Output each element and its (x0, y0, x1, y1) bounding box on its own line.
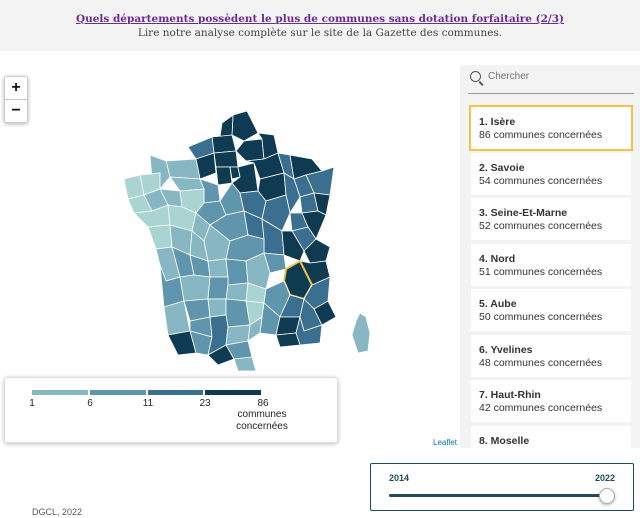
department-creuse[interactable] (207, 258, 229, 278)
slider-track[interactable] (389, 494, 607, 497)
legend-tick: 23 (199, 398, 211, 409)
france-map[interactable] (0, 55, 455, 375)
legend-color-segment (148, 390, 203, 395)
leaflet-attribution[interactable]: Leaflet (433, 438, 458, 447)
ranking-item[interactable]: 7. Haut-Rhin 42 communes concernées (471, 380, 631, 422)
department-dordogne[interactable] (179, 274, 211, 302)
legend-tick: 11 (142, 398, 154, 409)
department-vendee[interactable] (147, 224, 173, 250)
department-herault[interactable] (247, 316, 263, 342)
ranking-item-name: 8. Moselle (479, 434, 530, 447)
department-correze[interactable] (207, 276, 229, 300)
department-corse[interactable] (351, 312, 371, 354)
department-somme[interactable] (211, 134, 237, 154)
ranking-item[interactable]: 4. Nord 51 communes concernées (471, 243, 631, 286)
departments[interactable] (123, 110, 371, 372)
ranking-item-name: 1. Isère (479, 116, 516, 128)
search-input[interactable] (486, 70, 630, 83)
ranking-item-name: 2. Savoie (479, 161, 525, 174)
ranking-item[interactable]: 5. Aube 50 communes concernées (471, 289, 631, 331)
slider-end-year: 2022 (594, 473, 615, 483)
year-slider[interactable]: 2014 2022 (370, 463, 634, 511)
legend-tick: 86 (257, 398, 269, 409)
department-cantal[interactable] (225, 282, 249, 302)
search-box[interactable] (468, 67, 634, 94)
page-title-link[interactable]: Quels départements possèdent le plus de … (75, 13, 565, 25)
legend-tick: 1 (29, 398, 35, 409)
ranking-item-count: 48 communes concernées (479, 356, 603, 369)
legend-color-segment (32, 390, 88, 395)
ranking-item-name: 6. Yvelines (479, 343, 533, 356)
department-ain[interactable] (281, 230, 305, 262)
department-puy-de-dome[interactable] (225, 258, 249, 286)
legend-color-segment (90, 390, 146, 395)
department-oise[interactable] (213, 150, 239, 168)
department-alpes-maritimes[interactable] (313, 300, 337, 326)
department-aisne[interactable] (235, 138, 265, 162)
ranking-item[interactable]: 2. Savoie 54 communes concernées (471, 152, 631, 195)
legend-unit: communes concernées (236, 409, 288, 432)
department-haute-savoie[interactable] (303, 238, 331, 264)
header: Quels départements possèdent le plus de … (0, 0, 640, 51)
department-pas-de-calais[interactable] (219, 114, 234, 138)
department-nord[interactable] (231, 110, 259, 142)
department-lot[interactable] (207, 298, 227, 318)
ranking-item-count: 52 communes concernées (479, 220, 603, 232)
department-yvelines[interactable] (215, 166, 233, 186)
department-pyrenees-orientales[interactable] (233, 356, 257, 372)
slider-start-year: 2014 (389, 473, 410, 483)
ranking-item[interactable]: 1. Isère 86 communes concernées (469, 105, 633, 151)
ranking-item[interactable]: 3. Seine-Et-Marne 52 communes concernées (471, 198, 631, 240)
zoom-control: + − (4, 76, 28, 123)
ranking-item-count: 50 communes concernées (479, 311, 603, 323)
zoom-out-button[interactable]: − (5, 99, 27, 122)
ranking-item-count: 51 communes concernées (479, 265, 603, 278)
legend-tick: 6 (87, 398, 93, 409)
page-subtitle: Lire notre analyse complète sur le site … (137, 27, 503, 39)
department-calvados[interactable] (165, 158, 201, 180)
ranking-item[interactable]: 8. Moselle (471, 425, 631, 448)
department-doubs[interactable] (301, 210, 327, 240)
legend-color-segment (205, 390, 261, 395)
department-bouches-du-rhone[interactable] (275, 332, 301, 348)
ranking-item-count: 86 communes concernées (479, 129, 603, 141)
zoom-in-button[interactable]: + (11, 79, 21, 96)
department-loire[interactable] (245, 252, 271, 290)
map-legend: 1 6 11 23 86 communes concernées (4, 377, 338, 443)
source-note: DGCL, 2022 (32, 507, 83, 517)
ranking-item-count: 42 communes concernées (479, 402, 603, 414)
ranking-item-name: 7. Haut-Rhin (479, 389, 541, 401)
ranking-item-name: 5. Aube (479, 298, 517, 310)
ranking-item-count: 54 communes concernées (479, 174, 603, 187)
ranking-item[interactable]: 6. Yvelines 48 communes concernées (471, 334, 631, 377)
department-cote-d-or[interactable] (261, 194, 291, 232)
ranking-item-name: 4. Nord (479, 252, 516, 265)
search-icon (470, 71, 481, 82)
slider-handle[interactable] (599, 488, 615, 504)
ranking-item-name: 3. Seine-Et-Marne (479, 207, 568, 219)
department-orne[interactable] (169, 176, 205, 192)
